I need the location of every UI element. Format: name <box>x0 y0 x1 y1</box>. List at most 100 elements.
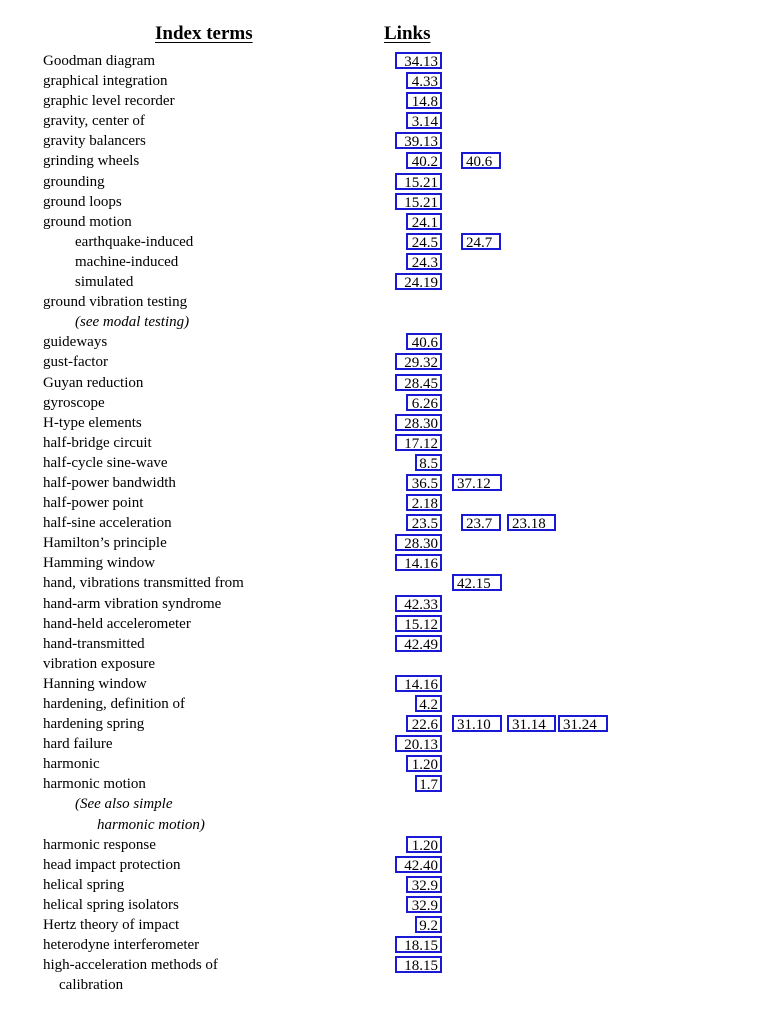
page-link[interactable]: 31.24 <box>558 715 608 733</box>
page-link[interactable]: 3.14 <box>406 112 442 130</box>
page-link[interactable]: 40.6 <box>406 333 442 351</box>
index-term: machine-induced <box>75 253 179 270</box>
page-link[interactable]: 24.1 <box>406 212 442 231</box>
index-row: helical spring isolators 32.9 <box>0 895 768 915</box>
page-link[interactable]: 24.7 <box>461 232 501 251</box>
page-link[interactable]: 42.40 <box>395 855 442 874</box>
page-link[interactable]: 2.18 <box>406 494 442 512</box>
index-term: half-sine acceleration <box>43 515 172 532</box>
index-row: gyroscope 6.26 <box>0 393 768 413</box>
index-row: (see modal testing) <box>0 312 768 332</box>
index-row: ground vibration testing <box>0 292 768 312</box>
index-row: earthquake-induced 24.5 24.7 <box>0 232 768 252</box>
index-term: gravity balancers <box>43 133 146 150</box>
index-term: hard failure <box>43 736 113 753</box>
page-link[interactable]: 40.2 <box>406 152 442 170</box>
index-term: half-bridge circuit <box>43 434 152 451</box>
page-link[interactable]: 31.10 <box>452 715 502 733</box>
page-link[interactable]: 6.26 <box>406 393 442 412</box>
index-term: ground vibration testing <box>43 294 188 311</box>
page-link[interactable]: 39.13 <box>395 132 442 150</box>
page-link[interactable]: 28.30 <box>395 413 442 432</box>
index-term: heterodyne interferometer <box>43 937 200 954</box>
index-term: harmonic <box>43 756 100 773</box>
page-link[interactable]: 24.3 <box>406 252 442 271</box>
page-link[interactable]: 1.7 <box>415 775 442 793</box>
page-link[interactable]: 4.2 <box>415 695 442 713</box>
page-link[interactable]: 32.9 <box>406 895 442 914</box>
page-link[interactable]: 14.8 <box>406 92 442 110</box>
index-row: gravity balancers 39.13 <box>0 131 768 151</box>
index-term: (See also simple <box>75 796 173 813</box>
page-link[interactable]: 23.18 <box>507 514 556 532</box>
index-row: heterodyne interferometer 18.15 <box>0 935 768 955</box>
index-row: hand-transmitted 42.49 <box>0 634 768 654</box>
index-term: helical spring isolators <box>43 896 179 913</box>
page-link[interactable]: 18.15 <box>395 956 442 974</box>
page-link[interactable]: 15.21 <box>395 172 442 191</box>
page-link[interactable]: 15.12 <box>395 614 442 633</box>
page-link[interactable]: 28.45 <box>395 373 442 392</box>
page-link[interactable]: 36.5 <box>406 473 442 492</box>
index-term: graphical integration <box>43 73 168 90</box>
page-link[interactable]: 34.13 <box>395 52 442 70</box>
index-term: Guyan reduction <box>43 374 144 391</box>
index-term: simulated <box>75 274 134 291</box>
index-row: guideways 40.6 <box>0 332 768 352</box>
index-term: graphic level recorder <box>43 93 175 110</box>
page-link[interactable]: 8.5 <box>415 453 442 472</box>
index-term: Hertz theory of impact <box>43 917 180 934</box>
page-link[interactable]: 1.20 <box>406 835 442 854</box>
index-row: high-acceleration methods of 18.15 <box>0 955 768 975</box>
index-term: head impact protection <box>43 856 181 873</box>
page-link[interactable]: 17.12 <box>395 433 442 452</box>
index-term: half-power point <box>43 495 144 512</box>
page-link[interactable]: 31.14 <box>507 715 556 733</box>
index-row: half-bridge circuit 17.12 <box>0 433 768 453</box>
index-term: grounding <box>43 173 105 190</box>
index-term: hand-held accelerometer <box>43 615 191 632</box>
index-row: Hertz theory of impact 9.2 <box>0 915 768 935</box>
page-link[interactable]: 20.13 <box>395 735 442 753</box>
index-row: hand-held accelerometer 15.12 <box>0 614 768 634</box>
page-link[interactable]: 14.16 <box>395 674 442 693</box>
page-link[interactable]: 1.20 <box>406 755 442 773</box>
index-term: hardening, definition of <box>43 696 186 712</box>
page-link[interactable]: 9.2 <box>415 916 442 934</box>
page-link[interactable]: 23.7 <box>461 514 501 532</box>
index-row: graphic level recorder 14.8 <box>0 91 768 111</box>
page-link[interactable]: 37.12 <box>452 473 502 492</box>
index-term: Hanning window <box>43 675 147 692</box>
index-row: Goodman diagram 34.13 <box>0 51 768 71</box>
page-link[interactable]: 40.6 <box>461 152 501 170</box>
page-link[interactable]: 24.5 <box>406 232 442 251</box>
index-term: harmonic response <box>43 836 156 853</box>
page-link[interactable]: 42.33 <box>395 594 442 613</box>
index-term: half-cycle sine-wave <box>43 454 168 471</box>
index-term: earthquake-induced <box>75 233 194 250</box>
page-link[interactable]: 42.49 <box>395 634 442 653</box>
page-link[interactable]: 14.16 <box>395 554 442 572</box>
page-link[interactable]: 15.21 <box>395 192 442 211</box>
index-row: Hamming window 14.16 <box>0 553 768 573</box>
page-link[interactable]: 28.30 <box>395 534 442 552</box>
index-term: hand-arm vibration syndrome <box>43 595 222 612</box>
page-link[interactable]: 32.9 <box>406 875 442 894</box>
page-link[interactable]: 42.15 <box>452 574 502 592</box>
page-link[interactable]: 22.6 <box>406 715 442 733</box>
index-term: gyroscope <box>43 394 105 411</box>
index-row: helical spring 32.9 <box>0 875 768 895</box>
index-row: Hanning window 14.16 <box>0 674 768 694</box>
page-link[interactable]: 24.19 <box>395 273 442 291</box>
index-row: machine-induced 24.3 <box>0 252 768 272</box>
page-link[interactable]: 4.33 <box>406 72 442 90</box>
page-link[interactable]: 18.15 <box>395 936 442 954</box>
index-term: helical spring <box>43 876 125 893</box>
index-row: hand-arm vibration syndrome 42.33 <box>0 594 768 614</box>
index-row: gravity, center of 3.14 <box>0 111 768 131</box>
page-link[interactable]: 23.5 <box>406 514 442 532</box>
index-term: H-type elements <box>43 414 142 431</box>
page-link[interactable]: 29.32 <box>395 353 442 371</box>
index-row: Hamilton’s principle 28.30 <box>0 533 768 553</box>
